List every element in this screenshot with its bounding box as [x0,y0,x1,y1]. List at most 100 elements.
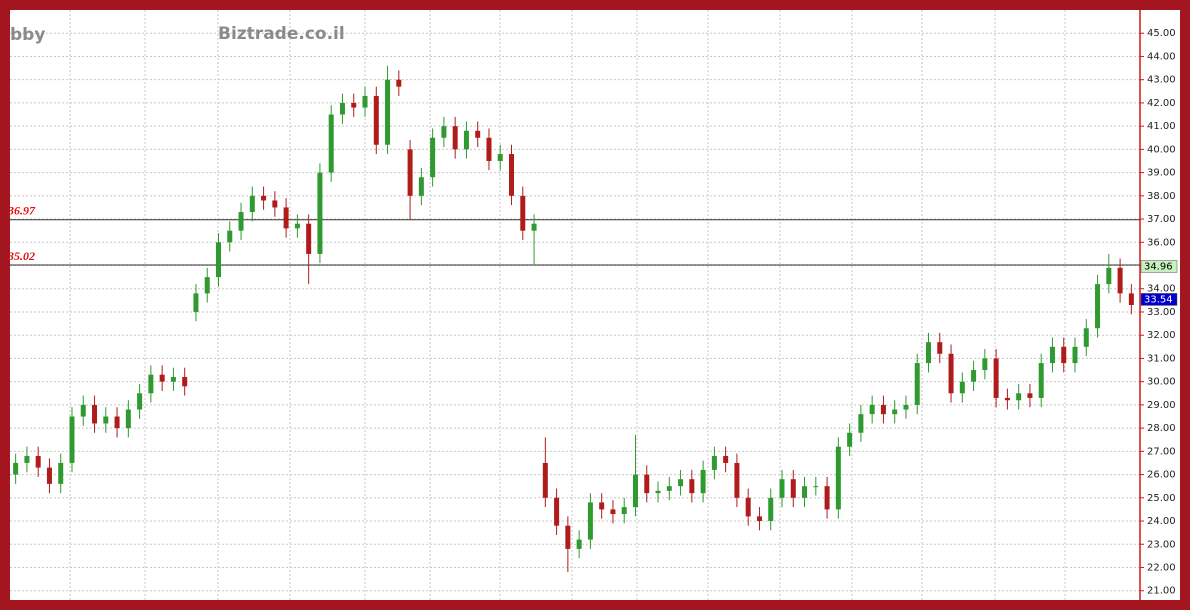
y-tick-label: 28.00 [1147,423,1176,434]
candle-body [926,342,932,364]
candle-body [542,462,548,498]
y-tick-label: 32.00 [1147,330,1176,341]
candle-body [1061,346,1067,364]
candle-body [1095,284,1101,329]
candle-body [576,539,582,549]
candle-body [125,409,131,429]
candle-body [1128,293,1134,305]
candle-body [937,342,943,354]
y-tick-label: 43.00 [1147,75,1176,86]
candle-body [69,416,75,463]
y-tick-label: 33.00 [1147,307,1176,318]
candle-body [599,502,605,510]
candle-body [497,154,503,161]
candle-body [678,479,684,487]
y-tick-label: 41.00 [1147,121,1176,132]
candle-body [700,469,706,494]
candle-body [170,377,176,382]
candle-body [824,486,830,510]
candle-body [745,497,751,517]
candle-body [847,432,853,447]
y-tick-label: 45.00 [1147,28,1176,39]
candle-body [723,455,729,463]
candle-body [283,207,289,229]
candle-body [790,479,796,498]
candle-body [58,462,64,484]
candle-body [869,404,875,415]
candle-body [137,393,143,410]
candle-body [46,467,52,484]
candle-body [407,149,413,196]
y-tick-label: 21.00 [1147,586,1176,597]
candle-body [373,95,379,145]
y-tick-label: 24.00 [1147,516,1176,527]
candle-body [959,381,965,394]
candle-body [24,455,30,463]
candle-body [182,377,188,387]
candle-body [114,416,120,429]
candle-body [1038,363,1044,398]
candle-body [993,358,999,398]
candle-body [430,137,436,178]
candle-body [238,212,244,231]
candle-body [463,130,469,150]
y-tick-label: 30.00 [1147,377,1176,388]
y-tick-label: 29.00 [1147,400,1176,411]
candle-body [339,102,345,115]
candle-body [1027,393,1033,398]
candle-body [756,516,762,522]
y-tick-label: 38.00 [1147,191,1176,202]
candle-body [655,490,661,494]
y-tick-label: 36.00 [1147,237,1176,248]
y-tick-label: 37.00 [1147,214,1176,225]
candle-body [306,223,312,254]
candle-body [779,479,785,498]
candle-body [1083,328,1089,347]
y-tick-label: 31.00 [1147,353,1176,364]
candle-body [351,102,357,108]
plot-layer: 21.00 22.00 23.00 24.00 25.00 26.00 27.00 28.00… [7,28,1176,596]
plot-background [10,10,1180,600]
candle-body [452,126,458,150]
chart-title: bby [10,25,45,45]
candle-body [80,404,86,417]
candle-body [858,414,864,433]
candle-body [261,195,267,201]
candle-body [92,404,98,424]
candle-body [227,230,233,243]
candle-body [362,95,368,108]
candle-body [1072,346,1078,364]
candle-body [1016,393,1022,401]
price-marker [1140,260,1178,273]
candle-body [13,462,19,475]
candle-body [835,446,841,510]
candle-body [554,497,560,526]
y-tick-label: 34.00 [1147,284,1176,295]
candle-body [103,416,109,424]
candle-body [880,404,886,415]
candle-body [249,195,255,213]
candle-body [396,79,402,87]
candle-body [1004,397,1010,401]
price-marker-label: 34.96 [1144,261,1173,272]
candle-body [531,223,537,231]
y-tick-label: 39.00 [1147,168,1176,179]
candle-body [159,374,165,382]
y-tick-label: 25.00 [1147,493,1176,504]
candle-body [982,358,988,371]
watermark: Biztrade.co.il [218,24,345,44]
candle-body [509,154,515,196]
candle-body [294,223,300,229]
candle-body [587,502,593,540]
y-tick-label: 27.00 [1147,446,1176,457]
candle-body [971,370,977,382]
candle-body [215,242,221,278]
candle-body [610,509,616,515]
candle-body [35,455,41,468]
candle-body [813,486,819,488]
candle-body [1049,346,1055,364]
candle-body [418,177,424,196]
candle-body [1106,267,1112,285]
